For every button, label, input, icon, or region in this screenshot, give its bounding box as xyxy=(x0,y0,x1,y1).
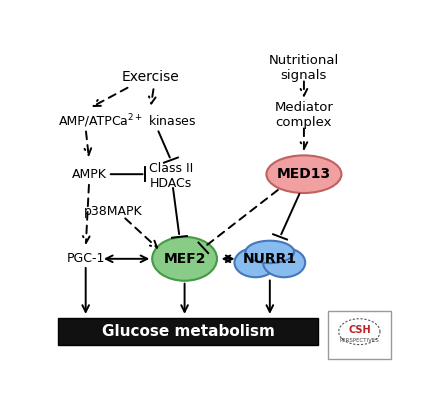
Text: CSH: CSH xyxy=(348,325,370,335)
Text: PERSPECTIVES: PERSPECTIVES xyxy=(340,338,379,343)
Text: Exercise: Exercise xyxy=(121,70,180,84)
Text: MED13: MED13 xyxy=(277,167,331,181)
Text: Nutritional
signals: Nutritional signals xyxy=(269,54,339,82)
FancyBboxPatch shape xyxy=(328,311,391,359)
Text: Class II
HDACs: Class II HDACs xyxy=(149,162,193,190)
Text: Mediator
complex: Mediator complex xyxy=(275,101,334,129)
Text: p38MAPK: p38MAPK xyxy=(84,205,142,218)
Text: Ca$^{2+}$ kinases: Ca$^{2+}$ kinases xyxy=(111,113,197,129)
Ellipse shape xyxy=(246,241,294,263)
Text: MEF2: MEF2 xyxy=(163,252,206,266)
Bar xyxy=(59,318,318,345)
Ellipse shape xyxy=(263,248,305,277)
Ellipse shape xyxy=(267,155,341,193)
Ellipse shape xyxy=(235,248,277,277)
Text: PGC-1: PGC-1 xyxy=(66,252,105,265)
Ellipse shape xyxy=(152,237,217,281)
Text: AMPK: AMPK xyxy=(72,168,106,181)
Text: AMP/ATP: AMP/ATP xyxy=(59,114,113,127)
Text: NURR1: NURR1 xyxy=(243,252,297,266)
Text: Glucose metabolism: Glucose metabolism xyxy=(102,324,275,339)
